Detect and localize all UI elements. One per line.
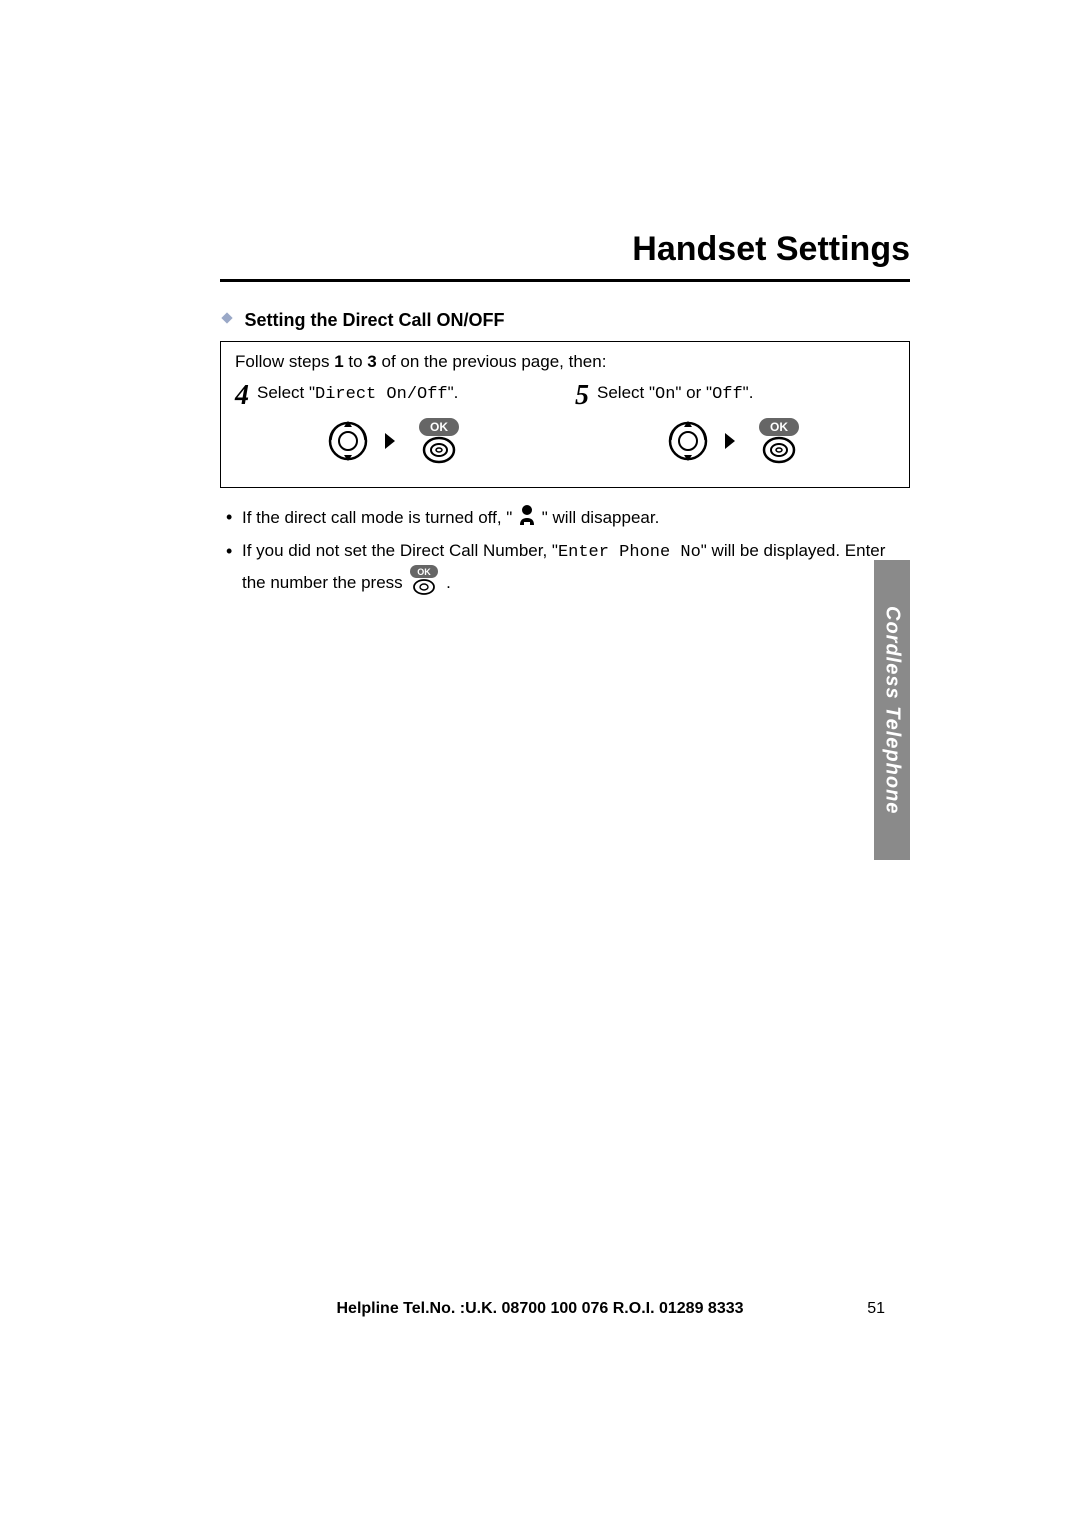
step-4-post: ".: [448, 383, 459, 402]
note-2-mono: Enter Phone No: [558, 543, 701, 562]
intro-text: Follow steps 1 to 3 of on the previous p…: [235, 352, 895, 372]
page-number: 51: [867, 1300, 885, 1318]
step-4-icons: OK: [235, 418, 555, 469]
note-2-post: .: [441, 573, 450, 592]
step-5: 5 Select "On" or "Off".: [575, 382, 895, 469]
manual-page: Handset Settings Setting the Direct Call…: [0, 0, 1080, 1528]
intro-b1: 1: [334, 352, 343, 371]
intro-b2: 3: [367, 352, 376, 371]
step-5-post: ".: [743, 383, 754, 402]
step-5-icons: OK: [575, 418, 895, 469]
ok-button-inline-icon: OK: [407, 565, 441, 603]
step-5-head: 5 Select "On" or "Off".: [575, 382, 895, 410]
arrow-icon: [725, 432, 739, 455]
step-4-mono: Direct On/Off: [315, 385, 448, 404]
note-1-pre: If the direct call mode is turned off, ": [242, 508, 517, 527]
nav-pad-icon: [325, 418, 371, 469]
note-1: If the direct call mode is turned off, "…: [220, 504, 910, 534]
footer-helpline: Helpline Tel.No. :U.K. 08700 100 076 R.O…: [0, 1300, 1080, 1318]
side-tab: Cordless Telephone: [874, 560, 910, 860]
step-4: 4 Select "Direct On/Off".: [235, 382, 555, 469]
note-2: If you did not set the Direct Call Numbe…: [220, 538, 910, 603]
ok-button-icon: OK: [413, 418, 465, 469]
note-1-post: " will disappear.: [537, 508, 659, 527]
step-4-text: Select "Direct On/Off".: [257, 382, 458, 406]
step-4-num: 4: [235, 382, 249, 410]
step-5-pre: Select ": [597, 383, 655, 402]
step-5-text: Select "On" or "Off".: [597, 382, 753, 406]
intro-mid: to: [344, 352, 368, 371]
arrow-icon: [385, 432, 399, 455]
svg-text:OK: OK: [418, 567, 432, 577]
subheading-row: Setting the Direct Call ON/OFF: [220, 310, 910, 331]
page-title: Handset Settings: [220, 230, 910, 282]
step-5-mono2: Off: [712, 385, 743, 404]
svg-text:OK: OK: [770, 420, 788, 434]
notes-list: If the direct call mode is turned off, "…: [220, 504, 910, 603]
step-5-mid: " or ": [675, 383, 712, 402]
instruction-box: Follow steps 1 to 3 of on the previous p…: [220, 341, 910, 488]
steps-row: 4 Select "Direct On/Off".: [235, 382, 895, 469]
step-4-pre: Select ": [257, 383, 315, 402]
side-tab-label: Cordless Telephone: [881, 606, 904, 814]
intro-suffix: of on the previous page, then:: [377, 352, 607, 371]
step-5-mono1: On: [655, 385, 675, 404]
nav-pad-icon: [665, 418, 711, 469]
step-5-num: 5: [575, 382, 589, 410]
step-4-head: 4 Select "Direct On/Off".: [235, 382, 555, 410]
diamond-icon: [220, 311, 234, 330]
subheading-text: Setting the Direct Call ON/OFF: [244, 310, 504, 330]
person-icon: [517, 504, 537, 534]
svg-text:OK: OK: [430, 420, 448, 434]
intro-prefix: Follow steps: [235, 352, 334, 371]
ok-button-icon: OK: [753, 418, 805, 469]
note-2-pre: If you did not set the Direct Call Numbe…: [242, 541, 558, 560]
